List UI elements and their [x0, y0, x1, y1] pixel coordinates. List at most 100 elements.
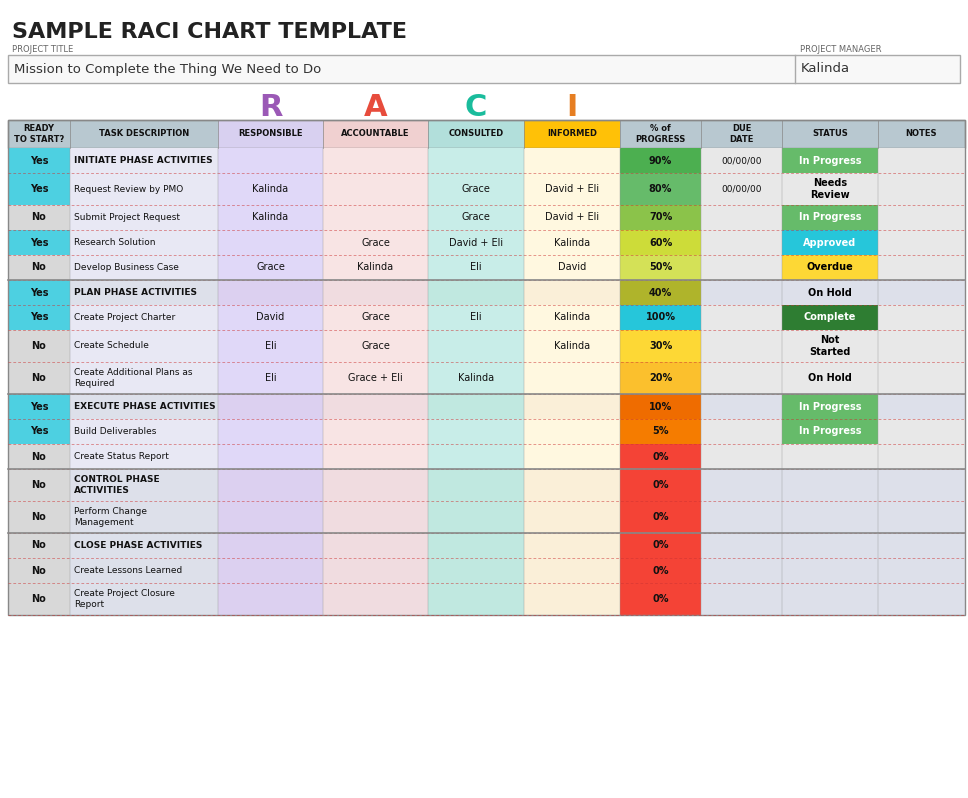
- Bar: [524, 205, 620, 230]
- Text: EXECUTE PHASE ACTIVITIES: EXECUTE PHASE ACTIVITIES: [74, 402, 216, 411]
- Bar: [218, 394, 323, 419]
- Text: Overdue: Overdue: [806, 263, 854, 272]
- Bar: [428, 230, 524, 255]
- Text: No: No: [32, 594, 46, 604]
- Text: Grace: Grace: [361, 313, 390, 322]
- Bar: [701, 255, 782, 280]
- Text: Eli: Eli: [470, 313, 482, 322]
- Bar: [878, 148, 965, 173]
- Bar: [428, 362, 524, 394]
- Text: Request Review by PMO: Request Review by PMO: [74, 184, 183, 193]
- Bar: [323, 173, 428, 205]
- Bar: [218, 205, 323, 230]
- Bar: [620, 330, 701, 362]
- Bar: [782, 444, 878, 469]
- Bar: [783, 364, 877, 392]
- Bar: [70, 305, 218, 330]
- Text: Create Project Charter: Create Project Charter: [74, 313, 175, 322]
- Text: 10%: 10%: [649, 401, 672, 412]
- Bar: [428, 330, 524, 362]
- Bar: [70, 362, 218, 394]
- Bar: [701, 230, 782, 255]
- Bar: [782, 394, 878, 419]
- Bar: [782, 305, 878, 330]
- Bar: [701, 558, 782, 583]
- Text: David + Eli: David + Eli: [545, 212, 599, 223]
- Bar: [218, 255, 323, 280]
- Text: No: No: [32, 263, 46, 272]
- Text: Eli: Eli: [264, 373, 276, 383]
- Bar: [218, 305, 323, 330]
- Text: In Progress: In Progress: [799, 426, 862, 437]
- Bar: [218, 230, 323, 255]
- Bar: [428, 444, 524, 469]
- Bar: [8, 205, 70, 230]
- Text: 90%: 90%: [649, 156, 672, 165]
- Bar: [701, 362, 782, 394]
- Bar: [783, 150, 877, 171]
- Bar: [701, 305, 782, 330]
- Text: Yes: Yes: [30, 313, 48, 322]
- Text: 0%: 0%: [652, 566, 669, 575]
- Bar: [782, 583, 878, 615]
- Bar: [782, 280, 878, 305]
- Text: Kalinda: Kalinda: [554, 313, 590, 322]
- Text: Grace: Grace: [462, 184, 491, 194]
- Text: Eli: Eli: [264, 341, 276, 351]
- Bar: [428, 583, 524, 615]
- Bar: [8, 558, 70, 583]
- Bar: [70, 444, 218, 469]
- Text: 20%: 20%: [649, 373, 672, 383]
- Bar: [428, 533, 524, 558]
- Bar: [783, 282, 877, 303]
- Bar: [8, 255, 70, 280]
- Text: 100%: 100%: [646, 313, 676, 322]
- Bar: [782, 330, 878, 362]
- Text: No: No: [32, 341, 46, 351]
- Text: CLOSE PHASE ACTIVITIES: CLOSE PHASE ACTIVITIES: [74, 541, 202, 550]
- Text: % of
PROGRESS: % of PROGRESS: [635, 124, 685, 144]
- Bar: [701, 205, 782, 230]
- Bar: [878, 394, 965, 419]
- Text: Not
Started: Not Started: [809, 335, 851, 357]
- Text: 0%: 0%: [652, 512, 669, 522]
- Bar: [323, 533, 428, 558]
- Bar: [323, 469, 428, 501]
- Text: Kalinda: Kalinda: [554, 238, 590, 247]
- Bar: [620, 255, 701, 280]
- Bar: [701, 280, 782, 305]
- Bar: [782, 255, 878, 280]
- Bar: [70, 255, 218, 280]
- Bar: [620, 173, 701, 205]
- Bar: [218, 583, 323, 615]
- Text: 0%: 0%: [652, 540, 669, 551]
- Text: C: C: [465, 93, 487, 123]
- Text: 80%: 80%: [649, 184, 672, 194]
- Bar: [878, 501, 965, 533]
- Bar: [524, 362, 620, 394]
- Text: Kalinda: Kalinda: [801, 62, 850, 76]
- Bar: [428, 280, 524, 305]
- Text: Build Deliverables: Build Deliverables: [74, 427, 157, 436]
- Bar: [620, 394, 701, 419]
- Text: TASK DESCRIPTION: TASK DESCRIPTION: [99, 129, 189, 139]
- Text: I: I: [566, 93, 578, 123]
- Bar: [8, 469, 70, 501]
- Text: Kalinda: Kalinda: [253, 212, 288, 223]
- Bar: [428, 501, 524, 533]
- Bar: [8, 280, 70, 305]
- Bar: [323, 558, 428, 583]
- Text: No: No: [32, 540, 46, 551]
- Text: Eli: Eli: [470, 263, 482, 272]
- Bar: [524, 173, 620, 205]
- Text: Create Additional Plans as
Required: Create Additional Plans as Required: [74, 369, 193, 388]
- Bar: [323, 330, 428, 362]
- Text: SAMPLE RACI CHART TEMPLATE: SAMPLE RACI CHART TEMPLATE: [12, 22, 407, 42]
- Bar: [70, 533, 218, 558]
- Text: David: David: [558, 263, 587, 272]
- Bar: [8, 148, 70, 173]
- Text: ACCOUNTABLE: ACCOUNTABLE: [342, 129, 409, 139]
- Text: PROJECT TITLE: PROJECT TITLE: [12, 45, 74, 54]
- Text: 70%: 70%: [649, 212, 672, 223]
- Text: STATUS: STATUS: [812, 129, 848, 139]
